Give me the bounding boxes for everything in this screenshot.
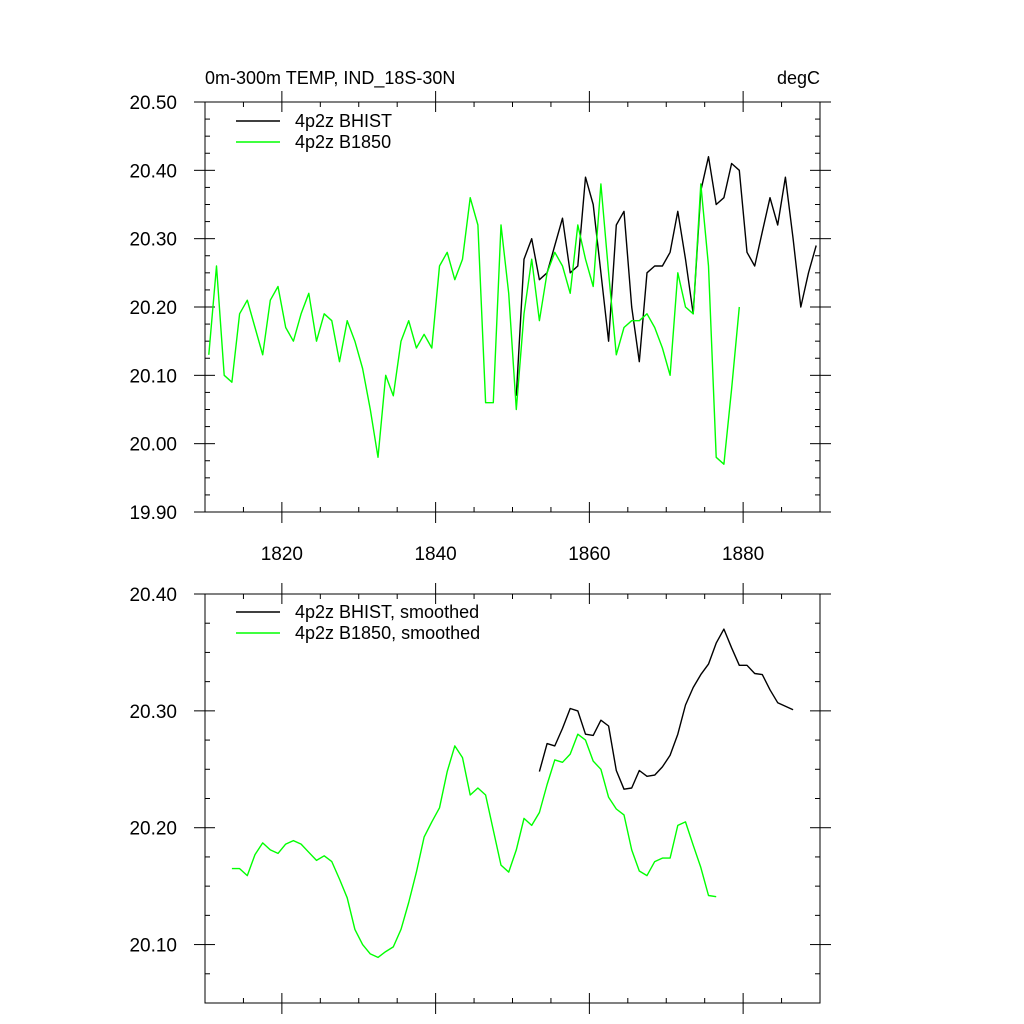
bottom-y-tick-label: 20.40	[129, 585, 177, 606]
top-y-tick-label: 20.50	[129, 93, 177, 114]
top-x-tick-label: 1840	[414, 544, 456, 565]
top-panel: 1820 1840 1860 1880 19.90 20.00 20.10 20.20 20.3…	[129, 91, 831, 565]
bottom-y-tick-label: 20.20	[129, 819, 177, 840]
top-series-line-1	[515, 155, 817, 396]
chart-units: degC	[777, 68, 820, 88]
top-series-line-2	[208, 183, 740, 465]
bottom-y-tick-label: 20.10	[129, 936, 177, 957]
top-y-tick-label: 20.40	[129, 161, 177, 182]
top-x-tick-label: 1820	[261, 544, 303, 565]
top-y-tick-label: 20.30	[129, 230, 177, 251]
top-y-tick-label: 19.90	[129, 503, 177, 524]
bottom-series-line-2	[231, 733, 717, 959]
bottom-y-tick-label: 20.30	[129, 702, 177, 723]
top-x-tick-label: 1880	[722, 544, 764, 565]
top-legend-label-1: 4p2z BHIST	[295, 111, 392, 131]
top-legend-label-2: 4p2z B1850	[295, 132, 391, 152]
bottom-panel: 20.10 20.20 20.30 20.40 4p2z BHIST, smoothed…	[129, 583, 831, 1014]
top-y-tick-label: 20.20	[129, 298, 177, 319]
top-x-tick-label: 1860	[568, 544, 610, 565]
bottom-legend-label-2: 4p2z B1850, smoothed	[295, 623, 480, 643]
top-plot-frame	[204, 101, 821, 513]
top-y-tick-label: 20.00	[129, 435, 177, 456]
chart-title: 0m-300m TEMP, IND_18S-30N	[205, 68, 455, 89]
bottom-legend-label-1: 4p2z BHIST, smoothed	[295, 602, 479, 622]
bottom-plot-frame	[204, 593, 821, 1004]
top-y-tick-label: 20.10	[129, 366, 177, 387]
bottom-series-line-1	[538, 628, 794, 790]
